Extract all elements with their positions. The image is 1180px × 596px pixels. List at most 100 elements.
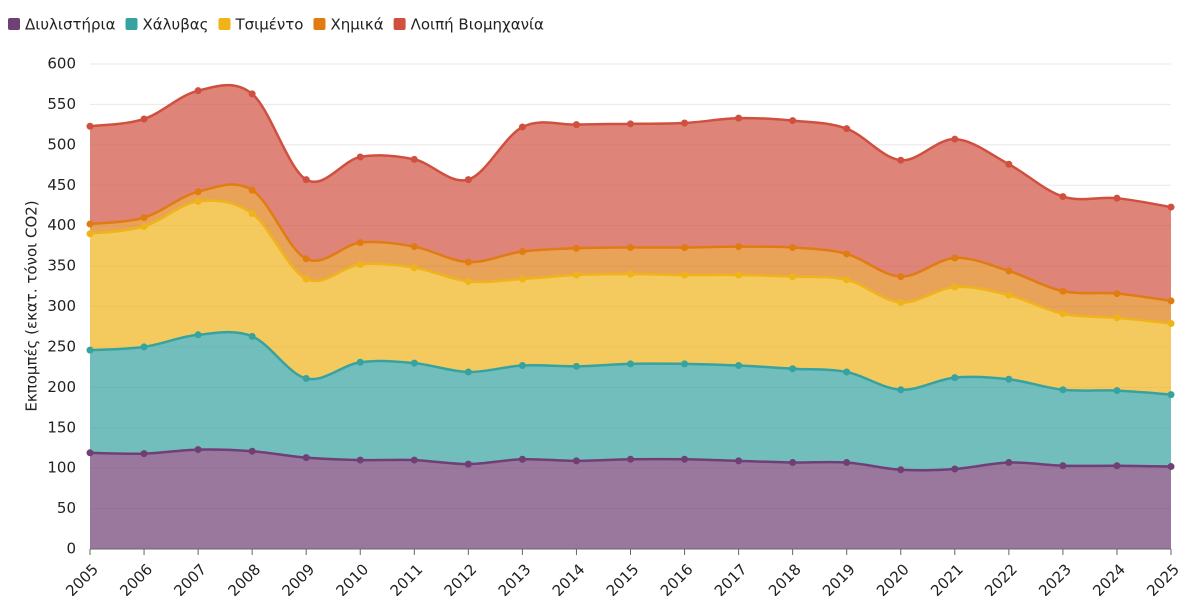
x-tick-label: 2007 bbox=[170, 560, 210, 596]
point bbox=[1059, 310, 1067, 318]
point bbox=[140, 343, 148, 351]
legend-label: Τσιμέντο bbox=[234, 16, 303, 34]
point bbox=[572, 244, 580, 252]
point bbox=[951, 254, 959, 262]
point bbox=[897, 466, 905, 474]
legend-swatch bbox=[218, 18, 231, 30]
y-tick-label: 350 bbox=[47, 257, 76, 275]
point bbox=[1167, 319, 1175, 327]
point bbox=[951, 283, 959, 291]
point bbox=[1113, 194, 1121, 202]
point bbox=[140, 214, 148, 222]
point bbox=[464, 176, 472, 184]
point bbox=[681, 360, 689, 368]
y-tick-label: 100 bbox=[47, 459, 76, 477]
point bbox=[627, 455, 634, 463]
area bbox=[90, 449, 1171, 549]
point bbox=[897, 386, 905, 394]
point bbox=[356, 358, 364, 366]
y-tick-label: 600 bbox=[47, 55, 76, 73]
point bbox=[518, 455, 526, 463]
legend-label: Χάλυβας bbox=[143, 16, 209, 34]
point bbox=[681, 271, 689, 279]
x-tick-label: 2006 bbox=[116, 560, 156, 596]
point bbox=[464, 368, 472, 376]
point bbox=[735, 114, 743, 122]
point bbox=[1167, 297, 1175, 305]
legend-swatch bbox=[393, 18, 406, 30]
x-tick-label: 2016 bbox=[657, 560, 697, 596]
point bbox=[897, 156, 905, 164]
point bbox=[789, 365, 797, 373]
x-tick-label: 2017 bbox=[711, 560, 751, 596]
x-tick-label: 2013 bbox=[495, 560, 535, 596]
point bbox=[356, 456, 364, 464]
point bbox=[572, 271, 580, 279]
x-tick-label: 2011 bbox=[387, 560, 427, 596]
point bbox=[572, 121, 580, 129]
point bbox=[789, 459, 797, 467]
point bbox=[681, 119, 689, 127]
x-tick-label: 2023 bbox=[1035, 560, 1075, 596]
point bbox=[951, 374, 959, 382]
legend-label: Χημικά bbox=[330, 16, 383, 34]
y-tick-label: 550 bbox=[47, 95, 76, 113]
point bbox=[356, 260, 364, 268]
point bbox=[410, 264, 418, 272]
point bbox=[572, 362, 580, 370]
point bbox=[194, 188, 202, 196]
point bbox=[194, 446, 202, 454]
y-tick-label: 0 bbox=[66, 540, 76, 558]
point bbox=[951, 135, 959, 143]
point bbox=[194, 197, 202, 205]
point bbox=[410, 359, 418, 367]
point bbox=[248, 332, 256, 340]
point bbox=[248, 447, 256, 455]
point bbox=[302, 454, 310, 462]
point bbox=[1005, 267, 1013, 275]
point bbox=[843, 368, 851, 376]
y-tick-label: 450 bbox=[47, 176, 76, 194]
point bbox=[518, 275, 526, 283]
point bbox=[248, 186, 256, 194]
area bbox=[90, 332, 1171, 471]
legend-label: Διυλιστήρια bbox=[25, 16, 116, 34]
point bbox=[1059, 193, 1067, 201]
point bbox=[1005, 291, 1013, 299]
point bbox=[140, 450, 148, 458]
point bbox=[302, 176, 310, 184]
point bbox=[735, 271, 743, 279]
point bbox=[464, 258, 472, 266]
point bbox=[735, 243, 743, 251]
point bbox=[86, 220, 94, 228]
point bbox=[897, 298, 905, 306]
area bbox=[90, 184, 1171, 324]
point bbox=[86, 346, 94, 354]
x-tick-label: 2015 bbox=[603, 560, 643, 596]
point bbox=[1005, 375, 1013, 383]
y-tick-label: 250 bbox=[47, 337, 76, 355]
point bbox=[1059, 287, 1067, 295]
point bbox=[140, 222, 148, 230]
point bbox=[735, 457, 743, 465]
x-tick-label: 2012 bbox=[441, 560, 481, 596]
point bbox=[1113, 387, 1121, 395]
point bbox=[789, 117, 797, 125]
x-tick-label: 2021 bbox=[927, 560, 967, 596]
point bbox=[1113, 462, 1121, 470]
x-tick-label: 2024 bbox=[1089, 560, 1129, 596]
x-tick-label: 2009 bbox=[278, 560, 318, 596]
point bbox=[681, 243, 689, 251]
point bbox=[464, 277, 472, 285]
point bbox=[248, 210, 256, 218]
point bbox=[1059, 462, 1067, 470]
point bbox=[1113, 290, 1121, 298]
point bbox=[627, 270, 634, 278]
x-tick-label: 2025 bbox=[1143, 560, 1180, 596]
point bbox=[518, 123, 526, 131]
point bbox=[86, 230, 94, 238]
point bbox=[410, 243, 418, 251]
point bbox=[951, 465, 959, 473]
point bbox=[356, 239, 364, 247]
point bbox=[518, 248, 526, 256]
